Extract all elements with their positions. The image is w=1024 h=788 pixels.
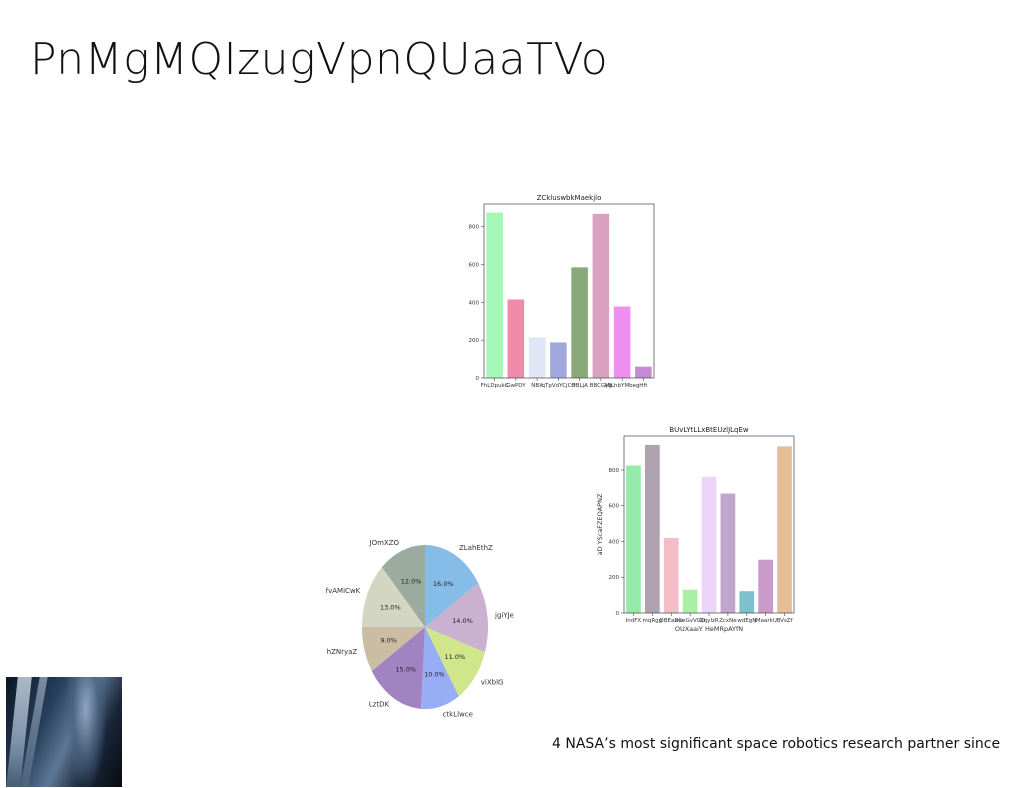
bar-chart-2-xtick-8: BVsZf [777, 618, 794, 624]
bar-chart-2: BUvLYtLLxBtEUzlJLqEw 0 200 400 600 800 IndFX mq… [592, 420, 802, 640]
pie-pct-label-2: 11.0% [445, 653, 466, 661]
bar-chart-2-bar-5 [720, 493, 736, 613]
bar-chart-2-ytick-3: 600 [609, 504, 620, 510]
bar-chart-1: ZCkluswbkMaekjlo 0 200 400 600 800 FhLDpukC GwP… [452, 186, 662, 396]
pie-label-2: viXblG [481, 678, 504, 686]
bar-chart-1-xtick-3: qTpVdYCjCff [542, 383, 576, 389]
pie-slice-5 [362, 627, 425, 671]
pie-pct-label-4: 15.0% [395, 665, 416, 673]
slide-title: PnMgMQIzugVpnQUaaTVo [30, 34, 609, 85]
bar-chart-1-bar-7 [635, 366, 652, 378]
pie-pct-label-6: 13.0% [380, 603, 401, 611]
bar-chart-2-ytick-4: 800 [609, 468, 620, 474]
pie-label-3: ctkLlwce [443, 710, 473, 718]
bar-chart-1-svg: ZCkluswbkMaekjlo 0 200 400 600 800 FhLDpukCGwP… [469, 194, 655, 389]
bar-chart-2-bar-0 [626, 465, 641, 613]
bar-chart-2-bar-8 [777, 446, 792, 613]
bar-chart-1-bar-6 [613, 306, 631, 378]
bar-chart-2-xtick-4: QqyIzR [699, 618, 719, 624]
bar-chart-2-bar-7 [758, 559, 774, 613]
bar-chart-2-title: BUvLYtLLxBtEUzlJLqEw [669, 426, 749, 434]
pie-chart-svg: 16.0% ZLahEthZ 14.0% jgiYJe 11.0% viXblG 10.0%… [326, 539, 514, 718]
bar-chart-1-xtick-1: GwPDY [506, 383, 526, 389]
bar-chart-1-ytick-0: 0 [476, 376, 480, 382]
pie-pct-label-0: 16.0% [433, 580, 454, 588]
bar-chart-1-bar-2 [528, 337, 546, 378]
bar-chart-1-xtick-4: OBLjA [571, 383, 588, 389]
bar-chart-1-bar-3 [550, 342, 567, 378]
bar-chart-2-ylabel: aD YScaFZEQAPNZ [596, 493, 604, 555]
pie-label-7: JOmXZO [369, 539, 400, 547]
bar-chart-2-xtick-0: IndFX [626, 618, 642, 624]
pie-pct-label-5: 9.0% [380, 637, 397, 645]
bar-chart-1-bar-4 [571, 267, 588, 378]
bar-chart-1-xtick-0: FhLDpukC [481, 383, 509, 389]
pie-slice-3 [421, 627, 459, 709]
bar-chart-2-xtick-6: wdEgN [737, 618, 756, 624]
pie-chart: 16.0% ZLahEthZ 14.0% jgiYJe 11.0% viXblG 10.0%… [325, 530, 515, 720]
bar-chart-1-title: ZCkluswbkMaekjlo [537, 194, 602, 202]
slide-caption: 4 NASA’s most significant space robotics… [552, 736, 1001, 752]
bar-chart-2-ytick-2: 400 [609, 539, 620, 545]
pie-label-6: fvAMiCwK [326, 587, 361, 595]
bar-chart-2-xtick-7: jMaarkU [753, 618, 777, 624]
photo-thumbnail [6, 677, 122, 787]
pie-pct-label-1: 14.0% [452, 617, 473, 625]
bar-chart-1-ytick-4: 800 [469, 225, 480, 231]
bar-chart-2-bar-1 [644, 444, 660, 613]
bar-chart-1-frame [483, 203, 655, 379]
pie-pct-label-3: 10.0% [424, 671, 445, 679]
pie-slice-4 [371, 627, 425, 709]
bar-chart-1-xtick-6: MjLhbYMbeg [605, 383, 640, 389]
bar-chart-1-xtick-5: BBCGyb [590, 383, 613, 389]
pie-pct-label-7: 12.0% [401, 577, 422, 585]
bar-chart-2-xlabel: OUXaaiY HeMRpAYfN [675, 625, 743, 633]
bar-chart-2-bar-6 [739, 591, 755, 613]
bar-chart-2-ytick-1: 200 [609, 575, 620, 581]
bar-chart-1-xtick-7: Hft [639, 383, 648, 389]
pie-slice-7 [381, 545, 425, 627]
pie-slice-6 [362, 567, 425, 627]
pie-slice-1 [425, 583, 488, 653]
bar-chart-2-xtick-2: OBEaDw [659, 618, 683, 624]
bar-chart-2-bar-4 [701, 476, 717, 613]
bar-chart-1-ytick-1: 200 [469, 338, 480, 344]
pie-slice-2 [425, 627, 485, 697]
bar-chart-1-ytick-2: 400 [469, 300, 480, 306]
bar-chart-1-bar-1 [507, 299, 525, 378]
bar-chart-2-bar-3 [682, 589, 698, 613]
bar-chart-1-xtick-2: NBX [531, 383, 543, 389]
pie-slice-0 [425, 545, 479, 627]
bar-chart-1-ytick-3: 600 [469, 263, 480, 269]
bar-chart-2-xtick-5: ZcxNe [719, 618, 737, 624]
bar-chart-2-svg: BUvLYtLLxBtEUzlJLqEw 0 200 400 600 800 IndFX mq… [596, 426, 795, 633]
pie-label-4: LztDK [369, 701, 390, 709]
bar-chart-2-xtick-1: mqRgg [643, 618, 663, 624]
pie-label-1: jgiYJe [494, 612, 514, 620]
bar-chart-2-bar-2 [663, 537, 679, 613]
pie-label-0: ZLahEthZ [459, 544, 493, 552]
bar-chart-2-ytick-0: 0 [616, 611, 620, 617]
bar-chart-1-bar-5 [592, 213, 610, 378]
bar-chart-1-bar-0 [486, 212, 503, 378]
bar-chart-2-xtick-3: eCeGvVGO [675, 618, 706, 624]
pie-label-5: hZNryaZ [327, 648, 358, 656]
